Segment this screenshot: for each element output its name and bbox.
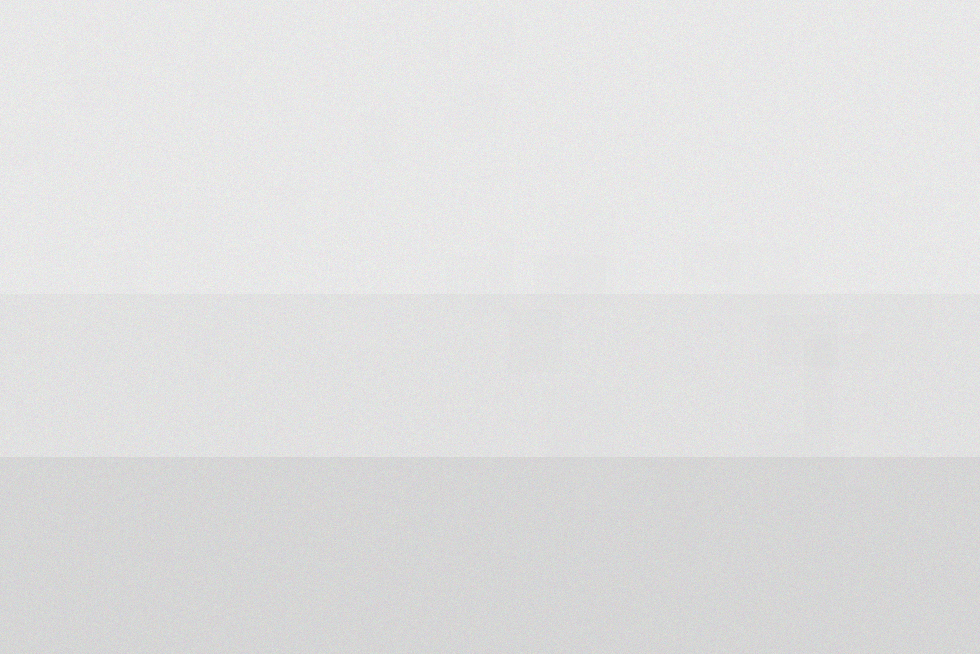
Text: 2997: 2997 <box>863 153 909 171</box>
Legend: Boliger til salgs, Brukte boliger, Førstehjemsboliger: Boliger til salgs, Brukte boliger, Først… <box>141 607 740 634</box>
Text: 1172: 1172 <box>863 327 909 345</box>
Text: 98: 98 <box>863 429 887 447</box>
